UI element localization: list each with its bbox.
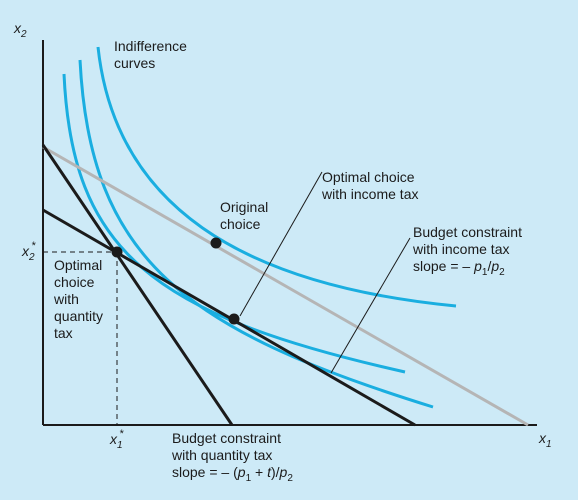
quantity-tax-choice-point bbox=[111, 246, 123, 258]
optimal-quantity-tax-label: Optimal choice with quantity tax bbox=[53, 257, 107, 341]
budget-income-tax-slope: slope = – p1/p2 bbox=[413, 258, 505, 278]
budget-line-quantity-tax bbox=[41, 144, 234, 426]
leader-income-tax-budget bbox=[330, 237, 411, 374]
income-tax-choice-point bbox=[228, 313, 240, 325]
original-budget-line bbox=[42, 145, 529, 427]
indifference-curves-label: Indifference curves bbox=[114, 38, 191, 71]
y-star-label: x2* bbox=[21, 240, 37, 263]
budget-quantity-tax-label: Budget constraint with quantity tax slop… bbox=[171, 430, 293, 484]
indifference-curve-3 bbox=[96, 46, 457, 308]
indifference-curve-2 bbox=[78, 59, 434, 409]
optimal-income-tax-label: Optimal choice with income tax bbox=[321, 169, 418, 202]
budget-quantity-tax-line1: Budget constraint bbox=[172, 430, 281, 446]
y-axis-label: x2 bbox=[13, 20, 27, 40]
leader-income-tax-choice bbox=[239, 171, 323, 317]
budget-quantity-tax-slope: slope = – (p1 + t)/p2 bbox=[172, 464, 293, 484]
x-axis-label: x1 bbox=[538, 430, 552, 450]
budget-income-tax-label: Budget constraint with income tax slope … bbox=[412, 224, 522, 278]
original-choice-point bbox=[210, 237, 222, 249]
budget-quantity-tax-line2: with quantity tax bbox=[171, 447, 272, 463]
budget-income-tax-line2: with income tax bbox=[412, 241, 509, 257]
original-choice-label: Original choice bbox=[220, 199, 272, 232]
x-star-label: x1* bbox=[109, 428, 125, 451]
budget-income-tax-line1: Budget constraint bbox=[413, 224, 522, 240]
